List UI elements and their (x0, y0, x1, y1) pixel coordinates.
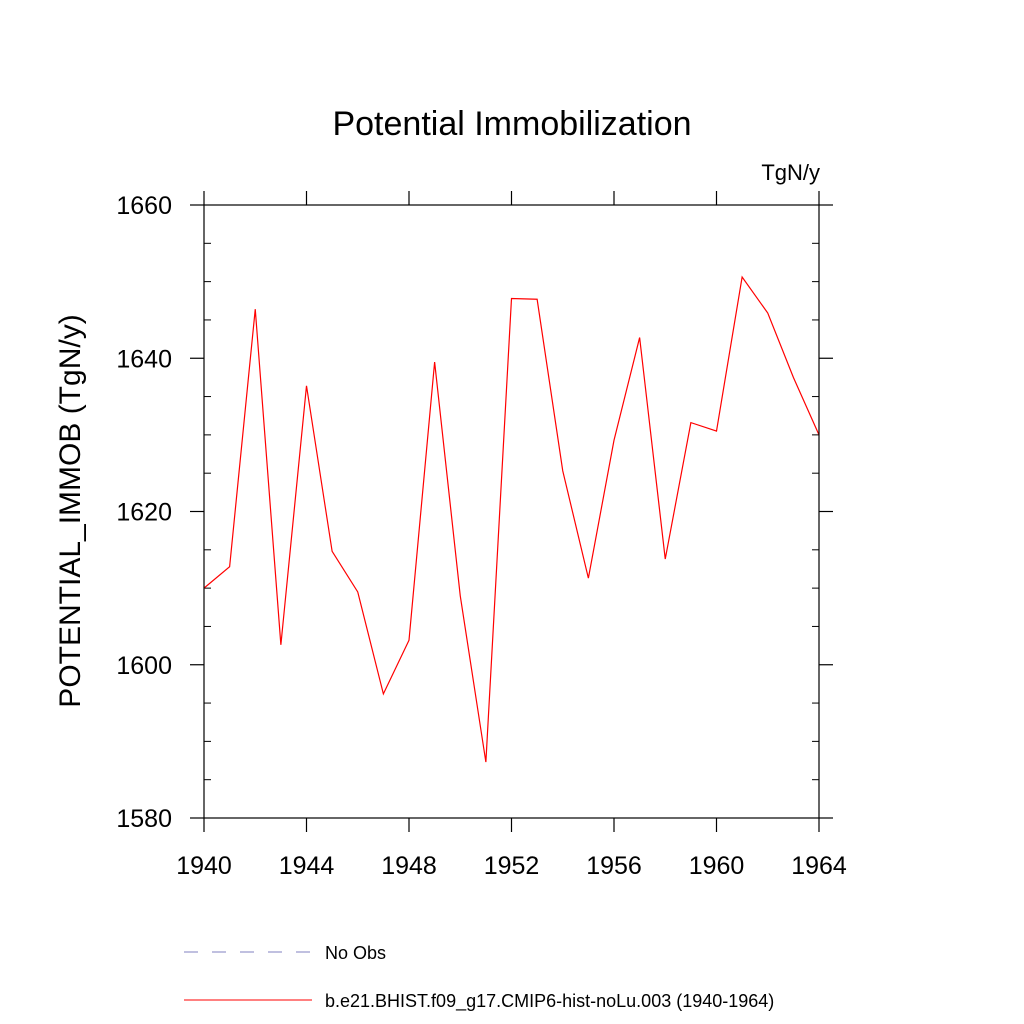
x-tick-label: 1964 (791, 852, 847, 880)
x-tick-label: 1956 (586, 852, 642, 880)
plot-area (203, 275, 820, 763)
y-tick-label: 1600 (116, 652, 172, 680)
chart-title: Potential Immobilization (332, 105, 691, 143)
x-tick-label: 1940 (176, 852, 232, 880)
y-tick-label: 1660 (116, 192, 172, 220)
tick-labels: 1940 1944 1948 1952 1956 1960 1964 1580 1600 1620… (116, 192, 847, 880)
y-tick-label: 1580 (116, 805, 172, 833)
legend: No Obs b.e21.BHIST.f09_g17.CMIP6-hist-noL… (184, 943, 774, 1012)
x-tick-label: 1944 (279, 852, 335, 880)
y-axis-label: POTENTIAL_IMMOB (TgN/y) (54, 314, 87, 707)
x-tick-label: 1948 (381, 852, 437, 880)
units-label: TgN/y (761, 160, 820, 185)
y-tick-label: 1620 (116, 499, 172, 527)
axis-ticks (190, 191, 833, 832)
y-tick-label: 1640 (116, 345, 172, 373)
plot-frame (203, 204, 820, 819)
x-tick-label: 1960 (689, 852, 745, 880)
legend-label: b.e21.BHIST.f09_g17.CMIP6-hist-noLu.003 … (325, 991, 774, 1012)
series-line (203, 275, 820, 763)
x-tick-label: 1952 (484, 852, 540, 880)
legend-label: No Obs (325, 943, 386, 963)
